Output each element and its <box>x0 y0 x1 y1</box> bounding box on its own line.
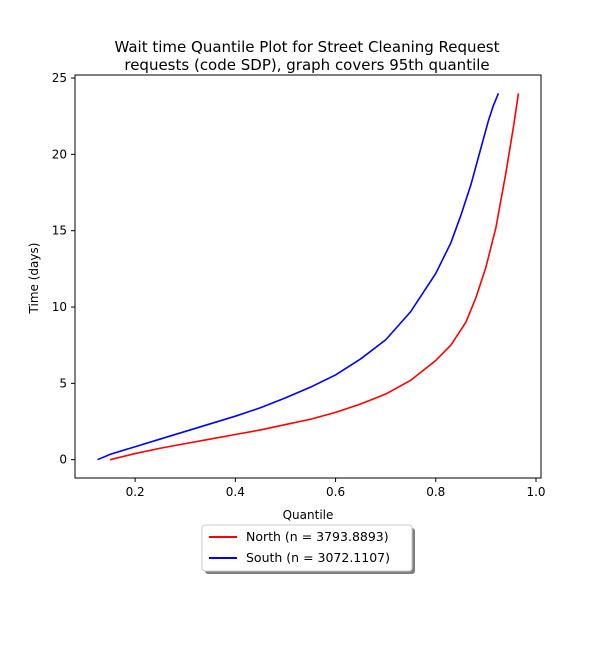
x-tick-label: 1.0 <box>526 485 545 499</box>
y-tick-label: 25 <box>52 71 67 85</box>
y-tick-label: 15 <box>52 224 67 238</box>
y-tick-label: 0 <box>59 453 67 467</box>
x-tick-label: 0.2 <box>126 485 145 499</box>
legend: North (n = 3793.8893) South (n = 3072.11… <box>201 524 415 574</box>
ticks-layer: 0.2 0.4 0.6 0.8 1.0 0 5 10 15 20 25 <box>52 71 546 499</box>
chart-title-line-1: Wait time Quantile Plot for Street Clean… <box>114 38 499 56</box>
y-tick-label: 20 <box>52 147 67 161</box>
y-tick-label: 10 <box>52 300 67 314</box>
series-layer <box>97 93 520 461</box>
x-tick-label: 0.4 <box>226 485 245 499</box>
y-axis-label: Time (days) <box>27 243 41 315</box>
series-line-south <box>97 93 500 461</box>
plot-frame <box>74 74 542 479</box>
y-tick-label: 5 <box>59 376 67 390</box>
legend-box <box>201 524 413 572</box>
legend-label-south: South (n = 3072.1107) <box>246 550 390 565</box>
legend-label-north: North (n = 3793.8893) <box>246 529 389 544</box>
x-tick-label: 0.8 <box>426 485 445 499</box>
chart-title-line-2: requests (code SDP), graph covers 95th q… <box>124 56 489 74</box>
x-tick-label: 0.6 <box>326 485 345 499</box>
x-axis-label: Quantile <box>283 508 334 522</box>
series-line-north <box>109 93 520 461</box>
